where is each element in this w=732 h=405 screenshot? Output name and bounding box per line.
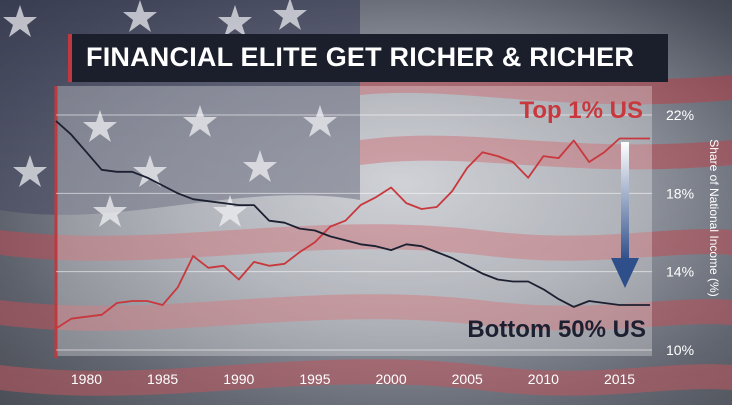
y-tick-label: 18%: [666, 185, 694, 201]
plot-area: [56, 86, 652, 356]
x-tick-label: 1985: [147, 371, 178, 387]
x-tick-label: 1990: [223, 371, 254, 387]
series-line-bottom-50pct: [55, 120, 650, 308]
y-tick-labels: 10% 14% 18% 22%: [666, 107, 694, 358]
title-banner: FINANCIAL ELITE GET RICHER & RICHER: [68, 34, 668, 82]
series-line-top-1pct: [55, 137, 650, 330]
chart-title: FINANCIAL ELITE GET RICHER & RICHER: [86, 42, 635, 72]
y-tick-label: 14%: [666, 264, 694, 280]
y-tick-label: 22%: [666, 107, 694, 123]
x-tick-label: 2005: [452, 371, 483, 387]
x-tick-label: 2015: [604, 371, 635, 387]
series-label-top-1pct: Top 1% US: [519, 97, 643, 124]
x-tick-label: 1980: [71, 371, 102, 387]
x-tick-label: 2010: [528, 371, 559, 387]
down-arrow-icon: [611, 142, 639, 288]
x-tick-labels: 1980 1985 1990 1995 2000 2005 2010 2015: [71, 371, 635, 387]
x-tick-label: 1995: [299, 371, 330, 387]
x-tick-label: 2000: [375, 371, 406, 387]
y-tick-label: 10%: [666, 342, 694, 358]
series-label-bottom-50pct: Bottom 50% US: [467, 316, 646, 343]
gridlines: [56, 114, 652, 351]
y-axis-label: Share of National Income (%): [707, 139, 721, 296]
series-lines: [55, 120, 650, 330]
